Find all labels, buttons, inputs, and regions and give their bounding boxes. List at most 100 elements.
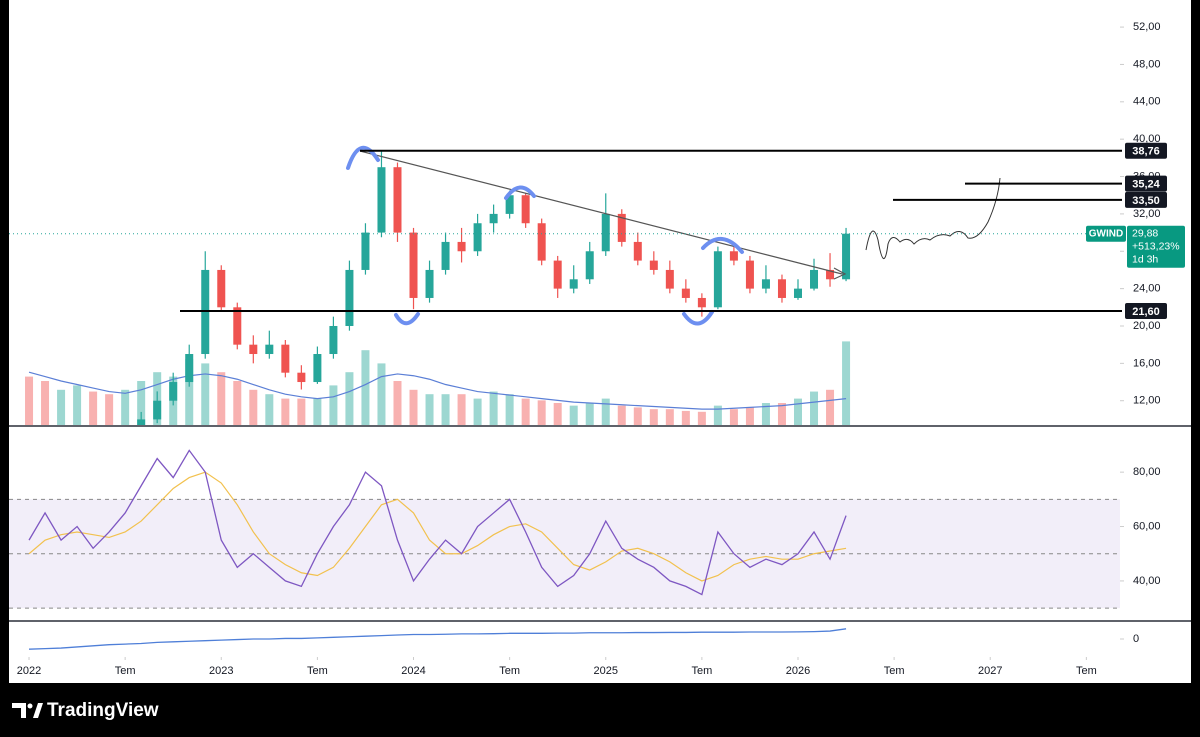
candle-body — [489, 213, 498, 224]
x-tick-label: Tem — [307, 665, 328, 677]
volume-bar — [441, 394, 450, 425]
volume-bar — [121, 389, 130, 425]
symbol-label: GWIND — [1089, 228, 1123, 239]
volume-bar — [201, 363, 210, 425]
level-label: 35,24 — [1132, 179, 1160, 191]
logo-mark — [12, 703, 26, 718]
volume-bar — [409, 389, 418, 425]
x-tick-label: 2027 — [978, 665, 1002, 677]
volume-bar — [810, 391, 819, 425]
candle-body — [585, 251, 594, 280]
candle-body — [361, 232, 370, 270]
candle-body — [793, 288, 802, 298]
y-tick-label: 24,00 — [1133, 283, 1161, 295]
volume-bar — [793, 398, 802, 425]
volume-bar — [57, 389, 66, 425]
volume-bar — [361, 350, 370, 425]
candle-body — [441, 241, 450, 270]
y-tick-label: 40,00 — [1133, 575, 1161, 587]
rsi-ma — [28, 471, 847, 582]
candle-body — [842, 233, 851, 280]
volume-bar — [745, 407, 754, 425]
candle-body — [713, 251, 722, 308]
volume-bar — [681, 410, 690, 425]
candle-body — [633, 241, 642, 261]
volume-bar — [729, 409, 738, 425]
x-tick-label: 2022 — [17, 665, 41, 677]
volume-bar — [585, 403, 594, 425]
volume-bar — [105, 394, 114, 425]
y-tick-label: 48,00 — [1133, 58, 1161, 70]
trend-line — [359, 150, 843, 275]
candle-body — [617, 213, 626, 242]
x-tick-label: Tem — [499, 665, 520, 677]
candle-body — [153, 400, 162, 420]
volume-bar — [553, 403, 562, 425]
x-tick-label: Tem — [1076, 665, 1097, 677]
candle-body — [313, 354, 322, 383]
volume-bar — [329, 385, 338, 425]
volume-bar — [345, 372, 354, 425]
logo-mark — [27, 703, 33, 709]
candle-body — [137, 419, 146, 425]
volume-bar — [713, 405, 722, 425]
volume-bar — [617, 405, 626, 425]
candle-body — [265, 344, 274, 355]
trough-marker — [682, 310, 714, 326]
candle-body — [681, 288, 690, 298]
volume-bar — [377, 363, 386, 425]
rsi-pane — [9, 449, 1120, 609]
y-tick-label: 44,00 — [1133, 96, 1161, 108]
line — [29, 628, 847, 650]
candle-body — [329, 325, 338, 355]
candle-body — [826, 269, 835, 280]
brand: TradingView — [47, 700, 159, 721]
candle-body — [697, 297, 706, 308]
candle-body — [409, 232, 418, 298]
peak-marker — [504, 185, 536, 200]
level-tag — [1125, 303, 1167, 320]
candle-body — [505, 195, 514, 214]
candle-body — [569, 279, 578, 289]
x-tick-label: Tem — [884, 665, 905, 677]
y-tick-label: 12,00 — [1133, 395, 1161, 407]
candle-body — [169, 382, 178, 401]
y-tick-label: 40,00 — [1133, 133, 1161, 145]
y-tick-label: 16,00 — [1133, 357, 1161, 369]
candle-body — [393, 167, 402, 233]
level-label: 33,50 — [1132, 195, 1160, 207]
level-tag — [1125, 175, 1167, 192]
candle-body — [233, 307, 242, 345]
volume-bar — [473, 398, 482, 425]
volume-bar — [697, 411, 706, 425]
volume-bar — [185, 359, 194, 425]
price-pane — [25, 151, 851, 425]
level-tag — [1125, 142, 1167, 159]
volume-bar — [281, 398, 290, 425]
volume-bar — [249, 389, 258, 425]
candle-body — [761, 279, 770, 289]
x-tick-label: Tem — [115, 665, 136, 677]
candle-body — [649, 260, 658, 270]
volume-bar — [89, 391, 98, 425]
y-tick-label: 80,00 — [1133, 466, 1161, 478]
arrow-head — [833, 267, 847, 280]
y-tick-label: 20,00 — [1133, 320, 1161, 332]
volume-bar — [842, 341, 851, 425]
candle-body — [217, 269, 226, 308]
candle-body — [425, 269, 434, 298]
axes: 12,0016,0020,0024,0028,0032,0036,0040,00… — [9, 21, 1185, 677]
candle-body — [249, 344, 258, 355]
volume-bar — [41, 381, 50, 425]
volume-bar — [489, 391, 498, 425]
drawings — [346, 146, 1001, 326]
volume-bar — [649, 409, 658, 425]
candle-body — [473, 223, 482, 252]
volume-bar — [137, 381, 146, 425]
x-tick-label: 2025 — [594, 665, 618, 677]
y-tick-label: 0 — [1133, 633, 1139, 645]
candle-body — [729, 251, 738, 261]
candle-body — [810, 269, 819, 289]
volume-bar — [425, 394, 434, 425]
